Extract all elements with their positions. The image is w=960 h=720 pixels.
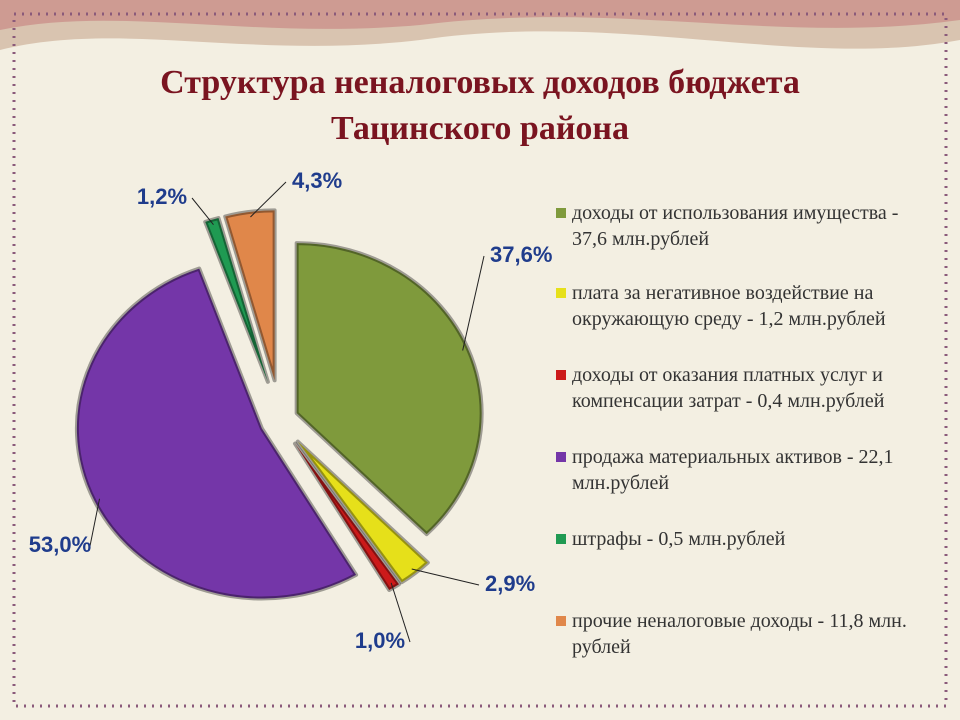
leader-line [411, 568, 480, 586]
legend-marker [556, 452, 566, 462]
leader-line [191, 197, 214, 226]
legend-label: прочие неналоговые доходы - 11,8 млн. ру… [572, 610, 907, 658]
legend-marker [556, 288, 566, 298]
legend-marker [556, 616, 566, 626]
legend-marker [556, 370, 566, 380]
leader-line [250, 181, 287, 218]
legend-entry: плата за негативное воздействие на окруж… [556, 280, 912, 332]
data-label: 1,2% [137, 184, 187, 209]
legend-label: доходы от использования имущества - 37,6… [572, 202, 899, 250]
legend-entry: продажа материальных активов - 22,1 млн.… [556, 444, 912, 496]
pie-slice [203, 216, 270, 384]
legend-entry: штрафы - 0,5 млн.рублей [556, 526, 912, 552]
pie-slice [294, 241, 484, 537]
pie-slice [295, 439, 430, 585]
leader-line [89, 498, 101, 547]
legend-label: плата за негативное воздействие на окруж… [572, 282, 886, 330]
legend-marker [556, 534, 566, 544]
leader-line [390, 582, 411, 643]
pie-slice [223, 208, 277, 383]
pie-slice [293, 441, 401, 592]
data-label: 2,9% [485, 571, 535, 596]
data-label: 1,0% [355, 628, 405, 653]
border [12, 12, 948, 708]
data-label: 53,0% [29, 532, 91, 557]
chart-title: Структура неналоговых доходов бюджета Та… [160, 64, 800, 147]
data-label: 37,6% [490, 242, 552, 267]
leader-line [462, 255, 485, 351]
data-label: 4,3% [292, 168, 342, 193]
legend-entry: доходы от оказания платных услуг и компе… [556, 362, 912, 414]
legend-label: доходы от оказания платных услуг и компе… [572, 364, 885, 412]
legend-marker [556, 208, 566, 218]
pie-slice [74, 266, 359, 601]
legend-entry: прочие неналоговые доходы - 11,8 млн. ру… [556, 608, 912, 660]
legend-label: штрафы - 0,5 млн.рублей [572, 528, 786, 550]
legend-entry: доходы от использования имущества - 37,6… [556, 200, 912, 252]
legend-label: продажа материальных активов - 22,1 млн.… [572, 446, 894, 494]
